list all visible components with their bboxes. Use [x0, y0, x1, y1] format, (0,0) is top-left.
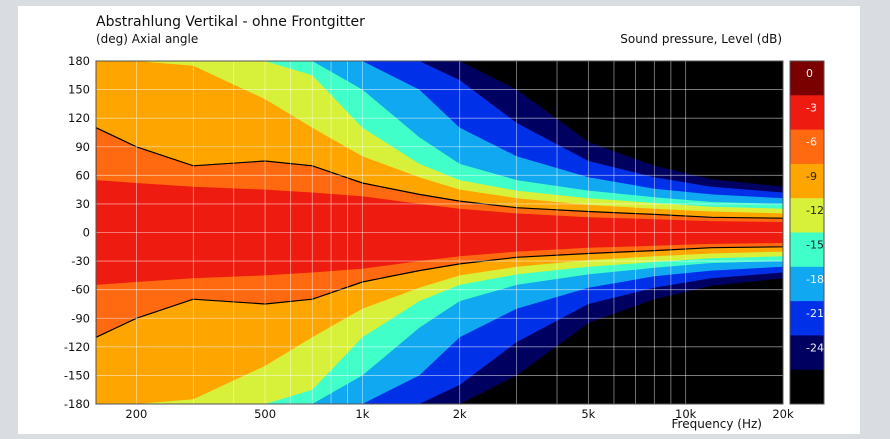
colorbar-swatch — [790, 335, 824, 371]
y-tick-labels: 180 150 120 90 60 30 0 -30 -60 -90 -120 -150 -180 — [64, 54, 90, 411]
colorbar-swatch — [790, 369, 824, 405]
y-tick-label: 90 — [75, 140, 90, 154]
colorbar-swatch — [790, 163, 824, 199]
x-tick-label: 1k — [355, 407, 369, 421]
y-tick-label: -180 — [64, 397, 90, 411]
y-tick-label: -150 — [64, 368, 90, 382]
y-tick-label: 180 — [68, 54, 90, 68]
x-tick-label: 5k — [581, 407, 595, 421]
x-tick-label: 2k — [453, 407, 467, 421]
chart-title: Abstrahlung Vertikal - ohne Frontgitter — [96, 14, 365, 30]
colorbar: 0 -3 -6 -9 -12 -15 -18 -21 -24 — [789, 60, 825, 405]
y-tick-label: 150 — [68, 83, 90, 97]
colorbar-swatch — [790, 129, 824, 165]
y-tick-label: -120 — [64, 340, 90, 354]
y-tick-label: -90 — [71, 311, 90, 325]
x-axis-label: Frequency (Hz) — [672, 417, 763, 431]
colorbar-tick-label: -3 — [806, 101, 817, 114]
colorbar-swatch — [790, 198, 824, 233]
colorbar-tick-label: 0 — [806, 67, 813, 80]
plot-border — [95, 60, 784, 405]
colorbar-swatch — [790, 61, 824, 96]
colorbar-border — [789, 60, 825, 405]
x-tick-label: 200 — [125, 407, 147, 421]
y-tick-label: 0 — [83, 226, 90, 240]
colorbar-tick-label: -18 — [806, 273, 824, 286]
chart-frame: Abstrahlung Vertikal - ohne Frontgitter … — [18, 6, 860, 434]
colorbar-tick-label: -15 — [806, 239, 824, 252]
y-tick-label: -60 — [71, 283, 90, 297]
contour-chart: Abstrahlung Vertikal - ohne Frontgitter … — [64, 14, 825, 431]
colorbar-swatch — [790, 232, 824, 268]
colorbar-tick-label: -12 — [806, 204, 824, 217]
colorbar-tick-label: -21 — [806, 307, 824, 320]
colorbar-tick-label: -6 — [806, 136, 817, 149]
x-tick-labels: 200 500 1k 2k 5k 10k 20k — [125, 407, 794, 421]
x-tick-label: 10k — [675, 407, 697, 421]
plot-area — [95, 60, 784, 405]
colorbar-swatch — [790, 301, 824, 336]
y-tick-label: 60 — [75, 168, 90, 182]
colorbar-label: Sound pressure, Level (dB) — [620, 32, 782, 46]
y-axis-label: (deg) Axial angle — [96, 32, 198, 46]
y-tick-label: 30 — [75, 197, 90, 211]
colorbar-tick-label: -9 — [806, 170, 817, 183]
colorbar-swatch — [790, 95, 824, 131]
colorbar-swatch — [790, 266, 824, 302]
colorbar-tick-label: -24 — [806, 341, 824, 354]
y-tick-label: 120 — [68, 111, 90, 125]
x-tick-label: 500 — [254, 407, 276, 421]
x-tick-label: 20k — [772, 407, 794, 421]
y-tick-label: -30 — [71, 254, 90, 268]
